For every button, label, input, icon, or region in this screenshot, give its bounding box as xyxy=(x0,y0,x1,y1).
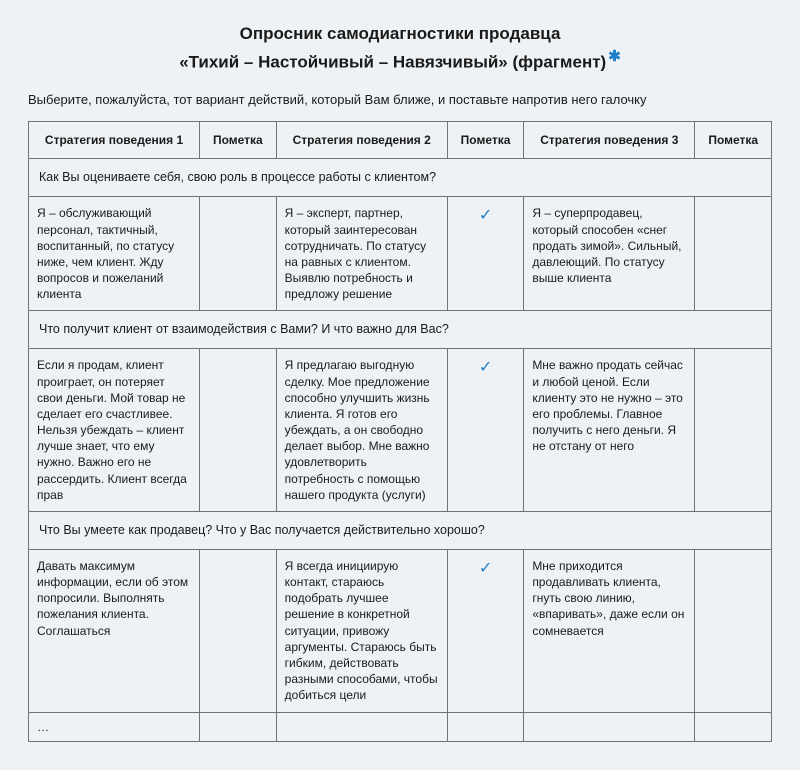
col-mark2: Пометка xyxy=(447,122,524,159)
mark2-cell[interactable]: ✓ xyxy=(447,349,524,512)
mark3-cell[interactable] xyxy=(695,549,772,712)
check-icon: ✓ xyxy=(479,359,492,376)
instruction-text: Выберите, пожалуйста, тот вариант действ… xyxy=(28,92,772,107)
empty-cell xyxy=(447,712,524,741)
mark1-cell[interactable] xyxy=(200,549,277,712)
mark3-cell[interactable] xyxy=(695,349,772,512)
ellipsis-cell: … xyxy=(29,712,200,741)
strategy2-cell: Я предлагаю выгодную сделку. Мое предлож… xyxy=(276,349,447,512)
col-strategy3: Стратегия поведения 3 xyxy=(524,122,695,159)
strategy1-cell: Если я продам, клиент проиграет, он поте… xyxy=(29,349,200,512)
table-header-row: Стратегия поведения 1 Пометка Стратегия … xyxy=(29,122,772,159)
footnote-marker-icon: ✱ xyxy=(608,48,621,65)
strategy1-cell: Давать максимум информации, если об этом… xyxy=(29,549,200,712)
empty-cell xyxy=(276,712,447,741)
questionnaire-page: Опросник самодиагностики продавца «Тихий… xyxy=(0,0,800,770)
empty-cell xyxy=(695,712,772,741)
col-mark1: Пометка xyxy=(200,122,277,159)
empty-cell xyxy=(200,712,277,741)
questionnaire-table: Стратегия поведения 1 Пометка Стратегия … xyxy=(28,121,772,742)
section-question: Что Вы умеете как продавец? Что у Вас по… xyxy=(29,512,772,550)
mark2-cell[interactable]: ✓ xyxy=(447,197,524,311)
ellipsis-row: … xyxy=(29,712,772,741)
strategy1-cell: Я – обслуживающий персонал, тактичный, в… xyxy=(29,197,200,311)
title-line1: Опросник самодиагностики продавца xyxy=(240,24,561,43)
section-question-row: Что Вы умеете как продавец? Что у Вас по… xyxy=(29,512,772,550)
section-answers-row: Давать максимум информации, если об этом… xyxy=(29,549,772,712)
section-question: Как Вы оцениваете себя, свою роль в проц… xyxy=(29,159,772,197)
strategy3-cell: Мне важно продать сейчас и любой ценой. … xyxy=(524,349,695,512)
section-question-row: Что получит клиент от взаимодействия с В… xyxy=(29,311,772,349)
page-title: Опросник самодиагностики продавца «Тихий… xyxy=(28,22,772,74)
strategy2-cell: Я всегда инициирую контакт, стараюсь под… xyxy=(276,549,447,712)
strategy3-cell: Я – суперпродавец, который способен «сне… xyxy=(524,197,695,311)
mark3-cell[interactable] xyxy=(695,197,772,311)
check-icon: ✓ xyxy=(479,560,492,577)
section-answers-row: Я – обслуживающий персонал, тактичный, в… xyxy=(29,197,772,311)
strategy2-cell: Я – эксперт, партнер, который заинтересо… xyxy=(276,197,447,311)
check-icon: ✓ xyxy=(479,207,492,224)
section-answers-row: Если я продам, клиент проиграет, он поте… xyxy=(29,349,772,512)
table-body: Как Вы оцениваете себя, свою роль в проц… xyxy=(29,159,772,741)
col-strategy2: Стратегия поведения 2 xyxy=(276,122,447,159)
col-strategy1: Стратегия поведения 1 xyxy=(29,122,200,159)
mark1-cell[interactable] xyxy=(200,349,277,512)
col-mark3: Пометка xyxy=(695,122,772,159)
mark1-cell[interactable] xyxy=(200,197,277,311)
section-question-row: Как Вы оцениваете себя, свою роль в проц… xyxy=(29,159,772,197)
title-line2: «Тихий – Настойчивый – Навязчивый» (фраг… xyxy=(179,52,606,71)
mark2-cell[interactable]: ✓ xyxy=(447,549,524,712)
empty-cell xyxy=(524,712,695,741)
section-question: Что получит клиент от взаимодействия с В… xyxy=(29,311,772,349)
strategy3-cell: Мне приходится продавливать клиента, гну… xyxy=(524,549,695,712)
